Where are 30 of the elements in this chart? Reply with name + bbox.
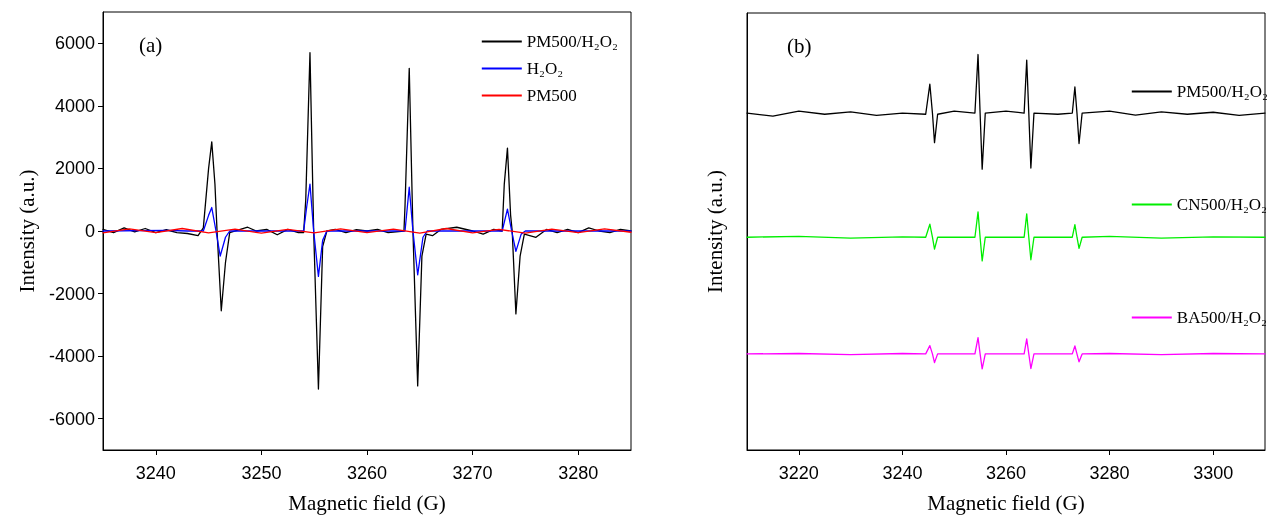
legend-label: PM500 (526, 86, 577, 105)
x-tick-label: 3250 (241, 463, 282, 483)
x-tick-label: 3260 (985, 463, 1027, 483)
x-tick-label: 3300 (1193, 463, 1234, 483)
y-axis-title: Intensity (a.u.) (14, 169, 39, 293)
x-tick-label: 3240 (882, 463, 923, 483)
y-axis-title: Intensity (a.u.) (702, 169, 727, 294)
y-tick-label: 4000 (54, 95, 95, 116)
x-axis-title: Magnetic field (G) (927, 490, 1085, 515)
y-tick-label: -4000 (48, 346, 95, 367)
x-tick-label: 3220 (778, 463, 819, 483)
x-tick-label: 3280 (558, 463, 599, 483)
y-tick-label: 6000 (54, 33, 95, 54)
legend-label: H₂O₂ (526, 59, 564, 78)
annotation: (a) (139, 32, 163, 57)
y-tick-label: 2000 (54, 158, 95, 179)
x-tick-label: 3260 (346, 463, 388, 483)
legend-label: PM500/H₂O₂ (1176, 82, 1268, 101)
y-tick-label: 0 (84, 221, 95, 241)
x-tick-label: 3270 (452, 463, 493, 483)
legend-label: BA500/H₂O₂ (1176, 308, 1268, 327)
x-axis-title: Magnetic field (G) (288, 490, 446, 515)
y-tick-label: -2000 (48, 283, 95, 304)
line-series (102, 183, 632, 278)
y-tick-label: -6000 (48, 408, 95, 429)
legend-label: CN500/H₂O₂ (1176, 195, 1268, 214)
x-tick-label: 3280 (1089, 463, 1130, 483)
x-tick-label: 3240 (135, 463, 176, 483)
annotation: (b) (787, 33, 812, 58)
legend-label: PM500/H₂O₂ (526, 32, 618, 51)
